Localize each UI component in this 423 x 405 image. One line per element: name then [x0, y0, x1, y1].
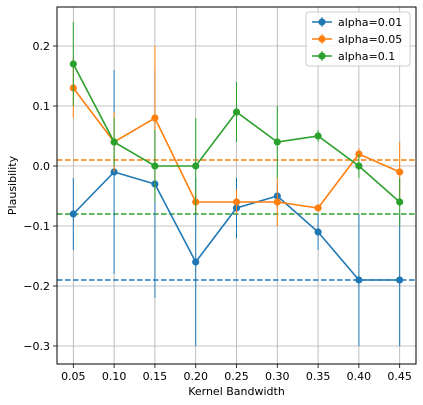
series-group	[69, 22, 404, 226]
y-tick-label: 0.1	[33, 100, 51, 113]
x-tick-label: 0.10	[102, 370, 127, 383]
data-point	[355, 162, 363, 170]
x-tick-label: 0.30	[265, 370, 290, 383]
x-tick-label: 0.25	[224, 370, 249, 383]
x-tick-label: 0.20	[183, 370, 208, 383]
data-point	[69, 210, 77, 218]
data-point	[273, 138, 281, 146]
x-tick-label: 0.35	[306, 370, 331, 383]
legend-marker	[318, 52, 326, 60]
y-tick-label: −0.3	[23, 340, 50, 353]
data-point	[314, 228, 322, 236]
legend-marker	[318, 18, 326, 26]
x-tick-label: 0.40	[347, 370, 372, 383]
data-point	[110, 138, 118, 146]
x-axis-ticks: 0.05 0.10 0.15 0.20 0.25 0.30 0.35 0.40 0.45	[61, 364, 412, 383]
y-tick-label: −0.2	[23, 280, 50, 293]
data-point	[192, 258, 200, 266]
y-tick-label: 0.0	[33, 160, 51, 173]
x-tick-label: 0.45	[387, 370, 412, 383]
legend-label: alpha=0.05	[338, 33, 402, 46]
data-point	[396, 168, 404, 176]
data-point	[151, 114, 159, 122]
legend-label: alpha=0.01	[338, 16, 402, 29]
x-axis-label: Kernel Bandwidth	[188, 385, 285, 398]
data-point	[314, 204, 322, 212]
data-point	[151, 162, 159, 170]
data-point	[273, 198, 281, 206]
legend-label: alpha=0.1	[338, 50, 395, 63]
x-tick-label: 0.15	[143, 370, 168, 383]
data-point	[232, 108, 241, 116]
legend-item: alpha=0.1	[312, 50, 395, 63]
y-axis-ticks: 0.2 0.1 0.0 −0.1 −0.2 −0.3	[23, 40, 57, 353]
legend-item: alpha=0.05	[312, 33, 402, 46]
data-point	[232, 198, 241, 206]
x-tick-label: 0.05	[61, 370, 86, 383]
legend: alpha=0.01 alpha=0.05 alpha=0.1	[305, 11, 411, 67]
y-tick-label: 0.2	[33, 40, 51, 53]
data-point	[69, 60, 77, 68]
data-point	[396, 198, 404, 206]
legend-box	[305, 11, 411, 67]
data-point	[314, 132, 322, 140]
legend-marker	[318, 35, 326, 43]
data-point	[192, 162, 200, 170]
data-point	[355, 276, 363, 284]
legend-item: alpha=0.01	[312, 16, 402, 29]
data-point	[396, 276, 404, 284]
series	[69, 22, 404, 346]
y-tick-label: −0.1	[23, 220, 50, 233]
y-axis-label: Plausibility	[6, 155, 19, 215]
